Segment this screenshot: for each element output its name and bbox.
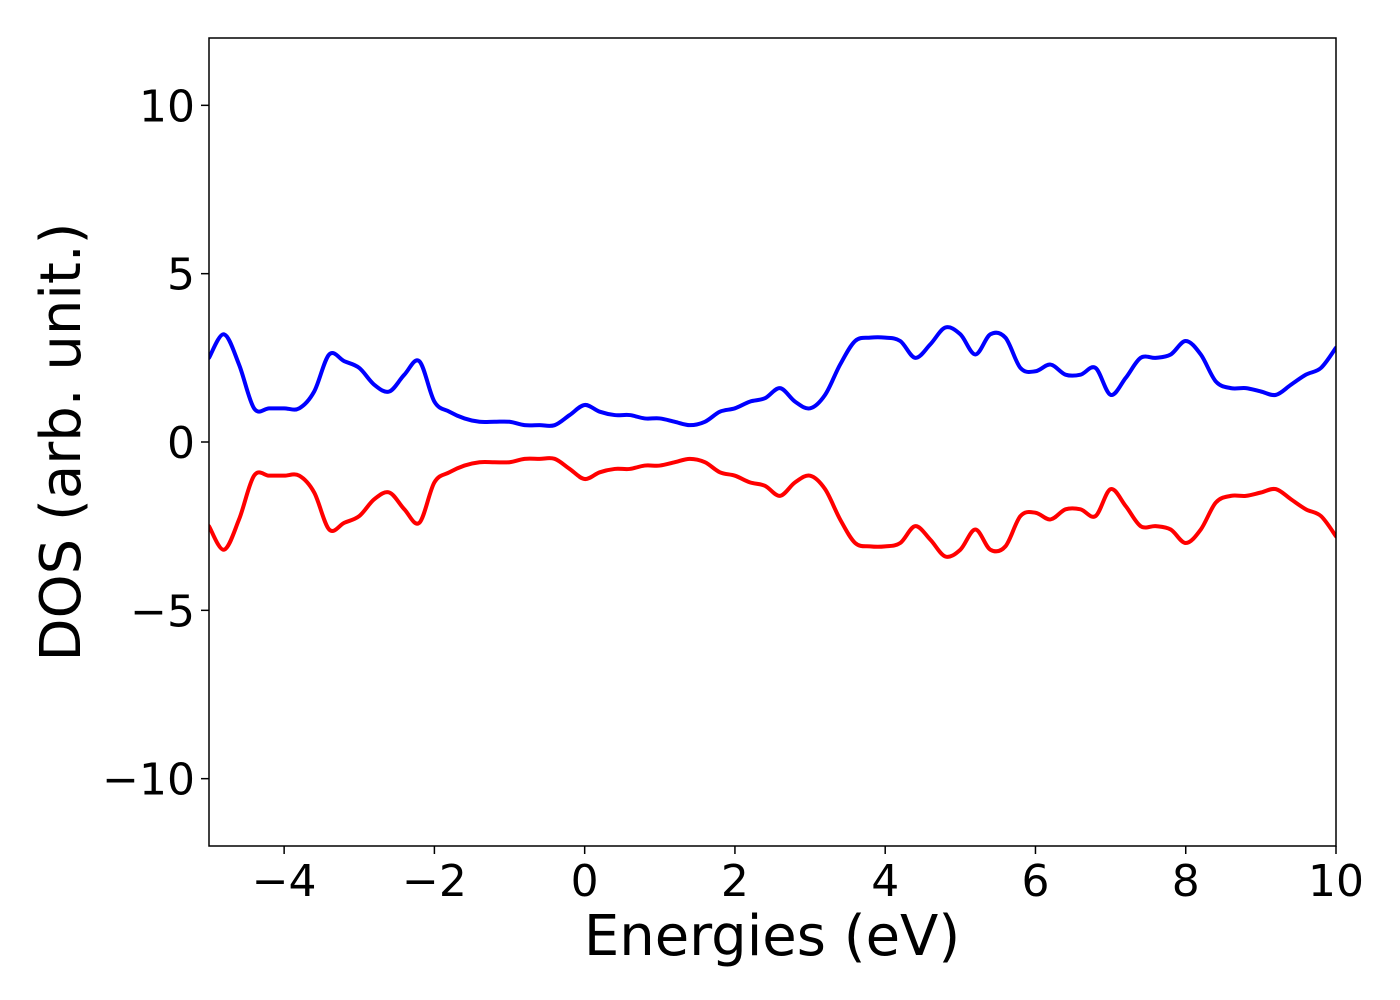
series-line-1 (209, 325, 1336, 428)
x-tick-label: 8 (1172, 856, 1200, 907)
x-tick-label: −4 (252, 856, 317, 907)
x-tick-label: 10 (1308, 856, 1364, 907)
x-tick-label: −2 (402, 856, 467, 907)
x-tick-label: 6 (1021, 856, 1049, 907)
y-axis-label: DOS (arb. unit.) (29, 222, 94, 661)
x-tick-label: 2 (721, 856, 749, 907)
series-line-2 (209, 456, 1336, 559)
x-axis-label: Energies (eV) (584, 904, 960, 969)
y-tick-label: 5 (167, 250, 195, 301)
x-axis: −4 −2 0 2 4 6 8 10 (252, 846, 1364, 907)
y-tick-label: −10 (102, 755, 195, 806)
plot-frame (208, 37, 1337, 847)
x-tick-label: 4 (871, 856, 899, 907)
y-tick-label: 0 (167, 418, 195, 469)
series-layer (209, 325, 1336, 559)
y-tick-label: 10 (139, 81, 195, 132)
y-tick-label: −5 (130, 586, 195, 637)
y-axis: −10 −5 0 5 10 (102, 81, 209, 806)
x-tick-label: 0 (571, 856, 599, 907)
